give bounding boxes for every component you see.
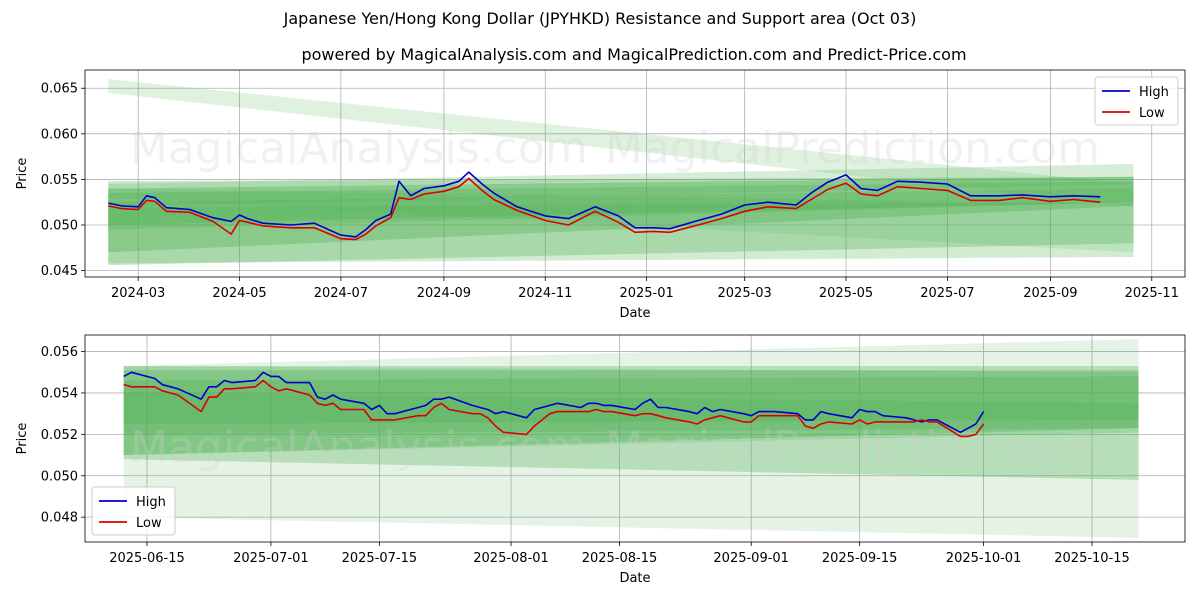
watermark-text: MagicalAnalysis.com [130, 123, 588, 174]
watermark-text: MagicalPrediction.com [605, 123, 1100, 174]
x-tick-label: 2024-07 [314, 286, 368, 301]
band-polygon [123, 370, 1139, 456]
x-axis-label: Date [619, 571, 650, 586]
y-tick-label: 0.055 [41, 173, 78, 188]
x-tick-label: 2025-03 [718, 286, 772, 301]
series-line-high [123, 371, 985, 434]
x-tick-label: 2025-09-01 [713, 551, 789, 566]
x-tick-label: 2024-09 [417, 286, 471, 301]
panel-bottom: MagicalAnalysis.com MagicalPrediction.com… [15, 334, 1186, 586]
y-tick-label: 0.052 [41, 428, 78, 443]
x-tick-label: 2025-09 [1023, 286, 1077, 301]
watermark-text: MagicalAnalysis.com [130, 422, 588, 473]
x-tick-label: 2025-10-15 [1054, 551, 1130, 566]
band-polygon [108, 163, 1134, 207]
x-tick-label: 2025-10-01 [946, 551, 1022, 566]
y-tick-label: 0.065 [41, 82, 78, 97]
x-tick-label: 2025-11 [1125, 286, 1179, 301]
x-tick-label: 2025-08-15 [582, 551, 658, 566]
legend-box [1094, 76, 1179, 126]
legend: High Low [1094, 76, 1179, 126]
x-tick-label: 2025-05 [819, 286, 873, 301]
x-tick-label: 2025-09-15 [822, 551, 898, 566]
series-line-low [108, 177, 1101, 241]
band-polygon [108, 79, 1134, 207]
x-tick-label: 2025-06-15 [109, 551, 185, 566]
y-tick-label: 0.045 [41, 264, 78, 279]
y-tick-label: 0.054 [41, 386, 78, 401]
x-tick-label: 2025-07 [920, 286, 974, 301]
legend-box [91, 486, 176, 536]
band-polygon [123, 339, 1139, 538]
band-polygon [108, 176, 1134, 226]
band-polygon [108, 188, 1134, 230]
band-polygon [123, 376, 1139, 425]
plot-frame [84, 69, 1186, 278]
legend-label-low: Low [136, 516, 162, 531]
legend: High Low [91, 486, 176, 536]
band-polygon [123, 392, 1139, 435]
x-tick-label: 2025-07-15 [342, 551, 418, 566]
x-tick-label: 2025-08-01 [473, 551, 549, 566]
band-polygon [108, 202, 1134, 264]
band-polygon [123, 366, 1139, 480]
x-tick-label: 2025-01 [619, 286, 673, 301]
x-axis-label: Date [619, 306, 650, 321]
y-axis-label: Price [15, 158, 30, 190]
x-tick-label: 2025-07-01 [233, 551, 309, 566]
legend-label-high: High [136, 495, 166, 510]
y-tick-label: 0.050 [41, 219, 78, 234]
legend-label-high: High [1139, 85, 1169, 100]
x-tick-label: 2024-05 [212, 286, 266, 301]
y-tick-label: 0.060 [41, 127, 78, 142]
legend-label-low: Low [1139, 106, 1165, 121]
series-line-low [123, 379, 985, 438]
chart-title: Japanese Yen/Hong Kong Dollar (JPYHKD) R… [283, 9, 917, 28]
band-polygon [108, 188, 1134, 253]
plot-frame [84, 334, 1186, 543]
y-tick-label: 0.056 [41, 345, 78, 360]
y-tick-label: 0.048 [41, 511, 78, 526]
panel-top: MagicalAnalysis.com MagicalPrediction.com… [15, 69, 1186, 321]
x-tick-label: 2024-11 [518, 286, 572, 301]
series-line-high [108, 171, 1101, 238]
y-tick-label: 0.050 [41, 469, 78, 484]
band-polygon [123, 366, 1139, 456]
x-tick-label: 2024-03 [111, 286, 165, 301]
watermark-text: MagicalPrediction.com [605, 422, 1100, 473]
chart-subtitle: powered by MagicalAnalysis.com and Magic… [301, 45, 967, 64]
y-axis-label: Price [15, 423, 30, 455]
support-resistance-bands [123, 339, 1139, 538]
